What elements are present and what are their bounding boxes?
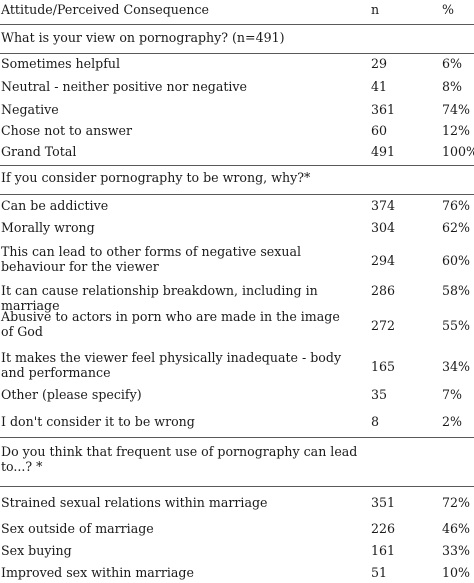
- header-n: n: [371, 2, 380, 17]
- table-row: Strained sexual relations within marriag…: [0, 495, 474, 516]
- section-title: Do you think that frequent use of pornog…: [1, 444, 358, 474]
- row-n: 165: [371, 359, 396, 374]
- rule-section-3: [0, 486, 474, 487]
- row-n: 161: [371, 543, 396, 558]
- table-row: Abusive to actors in porn who are made i…: [0, 309, 474, 344]
- row-label: Abusive to actors in porn who are made i…: [1, 309, 340, 339]
- table-row: Negative 361 74%: [0, 102, 474, 123]
- table-row: Other (please specify) 35 7%: [0, 387, 474, 408]
- rule-header: [0, 24, 474, 25]
- section-title-row: What is your view on pornography? (n=491…: [0, 25, 474, 53]
- section-title-row: If you consider pornography to be wrong,…: [0, 166, 474, 193]
- row-pct: 58%: [442, 283, 470, 298]
- row-n: 35: [371, 387, 388, 402]
- table-row: Neutral - neither positive nor negative …: [0, 79, 474, 100]
- row-n: 60: [371, 123, 388, 138]
- row-label: Can be addictive: [1, 198, 109, 213]
- row-label: Grand Total: [1, 144, 77, 159]
- row-pct: 62%: [442, 220, 470, 235]
- row-pct: 76%: [442, 198, 470, 213]
- table-row: It can cause relationship breakdown, inc…: [0, 283, 474, 313]
- rule-section-2-top: [0, 165, 474, 166]
- header-label: Attitude/Perceived Consequence: [1, 2, 209, 17]
- table-row: Improved sex within marriage 51 10%: [0, 565, 474, 583]
- row-n: 304: [371, 220, 396, 235]
- table-row: It makes the viewer feel physically inad…: [0, 350, 474, 385]
- row-n: 351: [371, 495, 396, 510]
- row-n: 29: [371, 56, 388, 71]
- table-row: Sex buying 161 33%: [0, 543, 474, 564]
- table-row: This can lead to other forms of negative…: [0, 244, 474, 279]
- row-pct: 10%: [442, 565, 470, 580]
- row-n: 8: [371, 414, 380, 429]
- row-n: 41: [371, 79, 388, 94]
- row-label: Other (please specify): [1, 387, 142, 402]
- row-label: Sex outside of marriage: [1, 521, 154, 536]
- row-label: It can cause relationship breakdown, inc…: [1, 283, 318, 313]
- row-n: 51: [371, 565, 388, 580]
- table-row: Chose not to answer 60 12%: [0, 123, 474, 144]
- row-label: Improved sex within marriage: [1, 565, 194, 580]
- row-n: 294: [371, 253, 396, 268]
- row-n: 374: [371, 198, 396, 213]
- row-n: 491: [371, 144, 396, 159]
- row-pct: 2%: [442, 414, 462, 429]
- row-pct: 60%: [442, 253, 470, 268]
- row-n: 286: [371, 283, 396, 298]
- rule-section-3-top: [0, 437, 474, 438]
- table-row-total: Grand Total 491 100%: [0, 144, 474, 165]
- table-row: Can be addictive 374 76%: [0, 198, 474, 219]
- row-pct: 100%: [442, 144, 474, 159]
- row-n: 226: [371, 521, 396, 536]
- row-label: Morally wrong: [1, 220, 95, 235]
- row-label: Sometimes helpful: [1, 56, 121, 71]
- row-label: I don't consider it to be wrong: [1, 414, 195, 429]
- table-row: Morally wrong 304 62%: [0, 220, 474, 241]
- row-label: Sex buying: [1, 543, 72, 558]
- section-title-row: Do you think that frequent use of pornog…: [0, 441, 474, 483]
- table-row: I don't consider it to be wrong 8 2%: [0, 414, 474, 435]
- row-pct: 34%: [442, 359, 470, 374]
- row-n: 361: [371, 102, 396, 117]
- table-header-row: Attitude/Perceived Consequence n %: [0, 0, 474, 24]
- section-title: If you consider pornography to be wrong,…: [1, 170, 311, 185]
- table-row: Sometimes helpful 29 6%: [0, 56, 474, 77]
- row-pct: 55%: [442, 318, 470, 333]
- rule-section-1: [0, 53, 474, 54]
- row-pct: 33%: [442, 543, 470, 558]
- row-label: Strained sexual relations within marriag…: [1, 495, 268, 510]
- section-title: What is your view on pornography? (n=491…: [1, 30, 285, 45]
- row-pct: 74%: [442, 102, 470, 117]
- row-n: 272: [371, 318, 396, 333]
- row-pct: 8%: [442, 79, 462, 94]
- row-pct: 72%: [442, 495, 470, 510]
- row-label: Negative: [1, 102, 59, 117]
- row-pct: 46%: [442, 521, 470, 536]
- row-pct: 12%: [442, 123, 470, 138]
- table-row: Sex outside of marriage 226 46%: [0, 521, 474, 542]
- header-pct: %: [442, 2, 454, 17]
- row-label: This can lead to other forms of negative…: [1, 244, 301, 274]
- row-pct: 7%: [442, 387, 462, 402]
- row-label: Chose not to answer: [1, 123, 132, 138]
- rule-section-2: [0, 194, 474, 195]
- row-pct: 6%: [442, 56, 462, 71]
- row-label: It makes the viewer feel physically inad…: [1, 350, 342, 380]
- row-label: Neutral - neither positive nor negative: [1, 79, 248, 94]
